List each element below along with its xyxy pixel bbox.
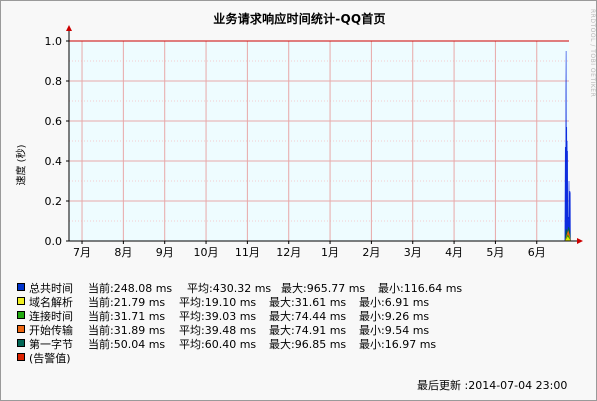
legend-name: 第一字节 [29,338,73,351]
legend-min: 最小:9.26 ms [359,310,430,323]
legend-current: 当前:21.79 ms [88,296,166,309]
y-tick-label: 1.0 [45,35,63,48]
x-tick-label: 6月 [528,246,546,259]
legend-swatch [17,325,25,333]
legend-name: 域名解析 [29,296,73,309]
legend-min: 最小:16.97 ms [359,338,437,351]
legend-max: 最大:965.77 ms [281,282,366,295]
y-tick-label: 0.2 [45,195,63,208]
watermark: RRDTOOL / TOBI OETIKER [589,9,596,98]
legend-avg: 平均:39.48 ms [179,324,257,337]
legend-min: 最小:116.64 ms [378,282,463,295]
x-tick-label: 12月 [276,246,301,259]
x-tick-label: 3月 [404,246,422,259]
x-tick-label: 11月 [235,246,260,259]
x-axis-arrow [577,238,583,244]
legend-swatch [17,297,25,305]
legend-name: (告警值) [29,352,71,365]
y-tick-label: 0.0 [45,235,63,248]
legend-avg: 平均:430.32 ms [187,282,272,295]
last-updated: 最后更新 :2014-07-04 23:00 [417,379,568,392]
legend-avg: 平均:19.10 ms [179,296,257,309]
legend-avg: 平均:60.40 ms [179,338,257,351]
legend-name: 总共时间 [29,282,73,295]
legend-swatch [17,311,25,319]
legend-max: 最大:31.61 ms [269,296,347,309]
legend-min: 最小:6.91 ms [359,296,430,309]
legend-max: 最大:74.91 ms [269,324,347,337]
series-总共时间 [564,50,571,242]
x-tick-label: 4月 [445,246,463,259]
x-tick-label: 7月 [73,246,91,259]
y-tick-label: 0.8 [45,75,63,88]
x-tick-label: 9月 [156,246,174,259]
y-tick-label: 0.6 [45,115,63,128]
x-tick-label: 2月 [362,246,380,259]
legend-max: 最大:96.85 ms [269,338,347,351]
legend-min: 最小:9.54 ms [359,324,430,337]
legend-avg: 平均:39.03 ms [179,310,257,323]
y-axis-arrow [66,25,72,31]
legend-current: 当前:50.04 ms [88,338,166,351]
x-tick-label: 8月 [114,246,132,259]
legend-name: 开始传输 [29,324,73,337]
legend-swatch [17,339,25,347]
chart-title: 业务请求响应时间统计-QQ首页 [213,12,386,26]
legend-current: 当前:31.89 ms [88,324,166,337]
legend-swatch [17,283,25,291]
legend-swatch [17,353,25,361]
chart-svg: 0.0 0.2 0.4 0.6 0.8 1.0 7月 8月 9月 10月 11月 12月 1月 2月 3月… [45,25,583,259]
y-tick-label: 0.4 [45,155,63,168]
legend-max: 最大:74.44 ms [269,310,347,323]
legend-name: 连接时间 [29,310,73,323]
x-tick-label: 1月 [321,246,339,259]
x-tick-label: 10月 [194,246,219,259]
x-tick-label: 5月 [486,246,504,259]
legend-current: 当前:31.71 ms [88,310,166,323]
legend-current: 当前:248.08 ms [88,282,173,295]
